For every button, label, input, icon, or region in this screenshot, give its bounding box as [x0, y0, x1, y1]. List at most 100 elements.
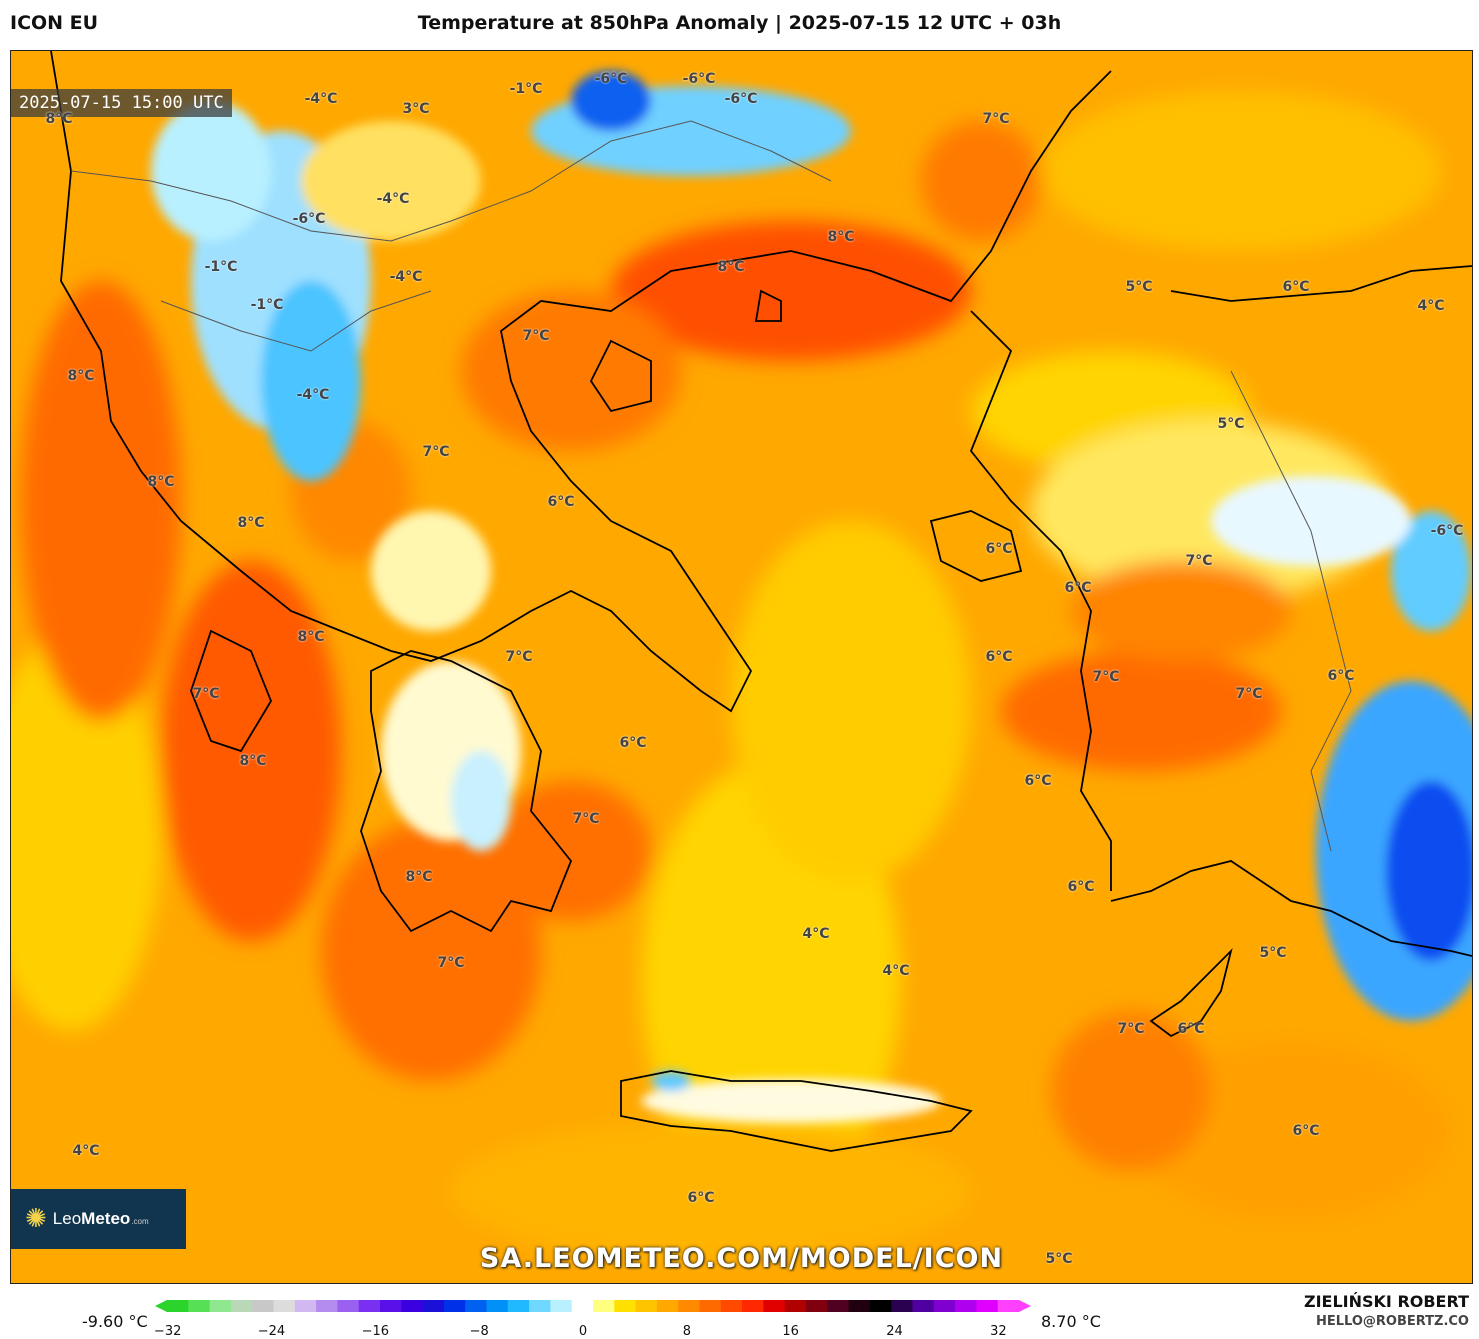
temperature-label: 7°C	[437, 955, 465, 971]
author-credit: ZIELIŃSKI ROBERT	[1303, 1292, 1469, 1311]
color-swatch	[806, 1300, 828, 1312]
scale-min-arrow	[155, 1300, 167, 1312]
temperature-label: 8°C	[405, 869, 433, 885]
temperature-label: 7°C	[522, 328, 550, 344]
temperature-label: 7°C	[422, 444, 450, 460]
temperature-label: -4°C	[304, 91, 338, 107]
valid-time-badge: 2025-07-15 15:00 UTC	[11, 89, 232, 117]
color-swatch	[720, 1300, 743, 1312]
temperature-label: 6°C	[547, 494, 575, 510]
color-swatch	[593, 1300, 615, 1312]
temperature-label: 7°C	[982, 111, 1010, 127]
temperature-label: 7°C	[1092, 669, 1120, 685]
color-swatch	[763, 1300, 786, 1312]
temperature-label: -4°C	[296, 387, 330, 403]
temperature-label: 7°C	[505, 649, 533, 665]
source-watermark: SA.LEOMETEO.COM/MODEL/ICON	[479, 1243, 1004, 1274]
temperature-label: -4°C	[389, 269, 423, 285]
temperature-label: 8°C	[297, 629, 325, 645]
color-swatch	[699, 1300, 722, 1312]
temperature-label: -1°C	[204, 259, 238, 275]
temperature-label: -6°C	[594, 71, 628, 87]
temperature-label: 6°C	[985, 649, 1013, 665]
temperature-label: 6°C	[1024, 773, 1052, 789]
temperature-label: 5°C	[1125, 279, 1153, 295]
temperature-label: -1°C	[509, 81, 543, 97]
temperature-label: -6°C	[724, 91, 758, 107]
temperature-label: 7°C	[1117, 1021, 1145, 1037]
color-swatch	[848, 1300, 871, 1312]
temperature-label: 4°C	[72, 1143, 100, 1159]
anomaly-fill	[11, 91, 1451, 1261]
temperature-label: 7°C	[572, 811, 600, 827]
cool-anomaly-fill	[151, 71, 1472, 1123]
color-swatch	[358, 1300, 381, 1312]
scale-tick-label: −16	[361, 1324, 390, 1339]
color-swatch	[784, 1300, 807, 1312]
temperature-label: 3°C	[402, 101, 430, 117]
temperature-label: -1°C	[250, 297, 284, 313]
temperature-label: 8°C	[717, 259, 745, 275]
color-swatch	[252, 1300, 274, 1312]
color-swatch	[167, 1300, 189, 1312]
temperature-label: 8°C	[237, 515, 265, 531]
color-swatch	[933, 1300, 956, 1312]
temperature-label: 8°C	[45, 111, 73, 127]
color-swatch	[230, 1300, 253, 1312]
color-swatch	[188, 1300, 211, 1312]
temperature-label: -6°C	[1430, 523, 1464, 539]
weather-map[interactable]: 2025-07-15 15:00 UTC 8°C -4°C 3°C -1°C -6°C -…	[10, 50, 1473, 1284]
map-canvas	[11, 51, 1472, 1283]
temperature-label: -6°C	[292, 211, 326, 227]
color-swatch	[614, 1300, 637, 1312]
color-swatch	[955, 1300, 977, 1312]
color-scale-bar	[155, 1300, 1031, 1312]
scale-tick-label: 0	[578, 1324, 588, 1339]
color-swatch	[678, 1300, 700, 1312]
color-swatch	[997, 1300, 1020, 1312]
scale-tick-label: 24	[886, 1324, 903, 1339]
temperature-label: 6°C	[985, 541, 1013, 557]
temperature-label: 5°C	[1259, 945, 1287, 961]
temperature-label: 7°C	[1185, 553, 1213, 569]
color-swatch	[465, 1300, 487, 1312]
temperature-label: 6°C	[1064, 580, 1092, 596]
temperature-label: 8°C	[147, 474, 175, 490]
color-swatch	[507, 1300, 530, 1312]
color-swatch	[273, 1300, 296, 1312]
temperature-label: 4°C	[802, 926, 830, 942]
leometeo-logo[interactable]: ✺ LeoMeteo.com	[11, 1189, 186, 1249]
scale-max-arrow	[1019, 1300, 1031, 1312]
color-swatch	[422, 1300, 445, 1312]
color-swatch	[550, 1300, 573, 1312]
color-swatch	[656, 1300, 679, 1312]
temperature-label: 6°C	[1067, 879, 1095, 895]
temperature-label: 6°C	[1177, 1021, 1205, 1037]
temperature-label: 8°C	[827, 229, 855, 245]
color-swatch	[635, 1300, 658, 1312]
scale-tick-label: −32	[153, 1324, 182, 1339]
temperature-label: 6°C	[687, 1190, 715, 1206]
color-swatch	[827, 1300, 850, 1312]
temperature-label: 6°C	[1282, 279, 1310, 295]
color-swatch	[337, 1300, 360, 1312]
color-swatch	[316, 1300, 338, 1312]
color-swatch	[294, 1300, 317, 1312]
scale-tick-label: 8	[682, 1324, 691, 1339]
temperature-label: 6°C	[619, 735, 647, 751]
model-name: ICON EU	[10, 12, 99, 34]
author-email: HELLO@ROBERTZ.CO	[1315, 1314, 1469, 1329]
color-swatch	[869, 1300, 892, 1312]
logo-text: LeoMeteo.com	[52, 1209, 149, 1228]
coastlines	[50, 51, 1472, 1152]
temperature-label: 4°C	[1417, 298, 1445, 314]
scale-tick-label: −24	[257, 1324, 286, 1339]
color-swatch	[976, 1300, 999, 1312]
color-swatch	[380, 1300, 402, 1312]
color-swatch	[486, 1300, 509, 1312]
color-swatch	[891, 1300, 913, 1312]
legend-min-value: -9.60 °C	[82, 1312, 148, 1331]
temperature-label: -6°C	[682, 71, 716, 87]
legend-max-value: 8.70 °C	[1041, 1312, 1101, 1331]
temperature-label: 6°C	[1292, 1123, 1320, 1139]
